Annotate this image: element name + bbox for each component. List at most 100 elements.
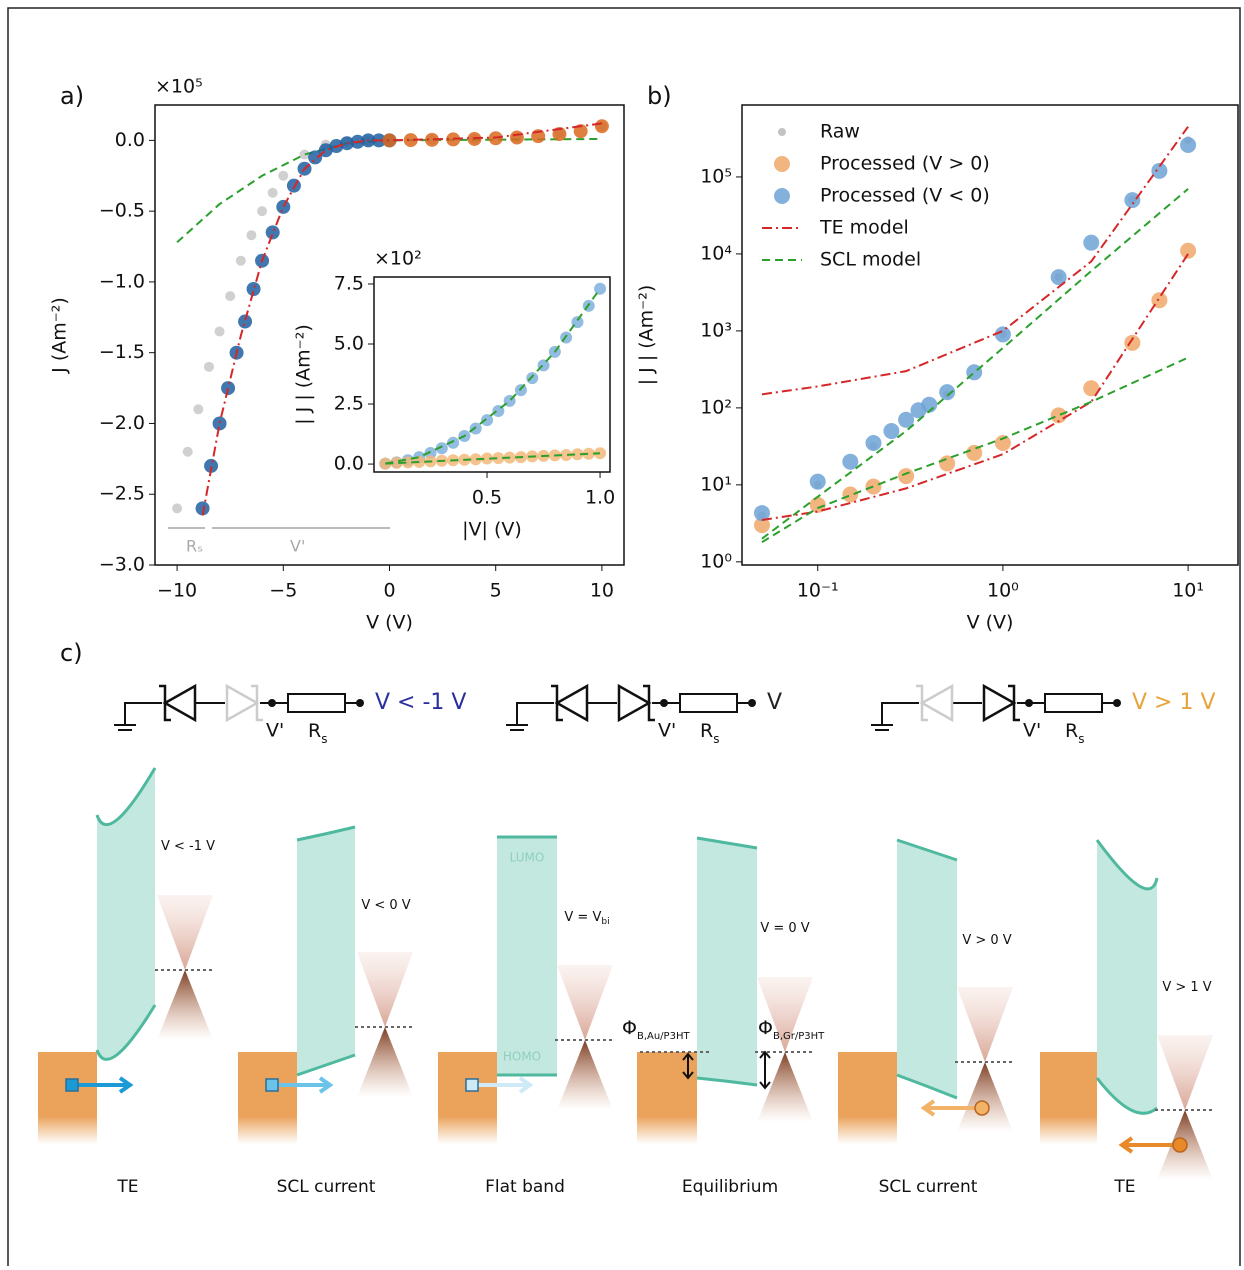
bias-label: V = Vbi [564,910,609,927]
x-tick-label: 10 [590,580,614,602]
bias-text: V < -1 V [161,839,215,854]
r-sub: s [713,732,719,746]
bias-text: V = 0 V [760,921,809,936]
r-sub: s [1078,732,1084,746]
phi-sub: B,Gr/P3HT [773,1031,825,1042]
node [748,699,756,707]
data-point [236,256,246,266]
data-point [995,435,1011,451]
phi-sub: B,Au/P3HT [637,1031,690,1042]
y-axis-label: | J | (Am⁻²) [293,324,315,425]
electrode [38,1052,97,1144]
electrode [438,1052,497,1144]
x-axis-label: V (V) [366,612,413,634]
bias-label: V > 1 V [1162,980,1211,995]
x-tick-label: −5 [269,580,297,602]
node [660,699,668,707]
diode [227,686,263,720]
inset-background [374,277,610,472]
data-point [287,179,301,193]
bias-label: V = 0 V [760,921,809,936]
v-prime-label: V' [266,720,284,742]
v-prime-label: V' [658,720,676,742]
axis-multiplier: ×10⁵ [155,76,203,98]
node [268,699,276,707]
carrier [266,1079,278,1091]
data-point [526,372,538,384]
caption: SCL current [277,1177,376,1197]
axis-multiplier: ×10² [374,248,422,270]
node [1025,699,1033,707]
electrode [1040,1052,1097,1144]
p3ht-band [497,837,557,1075]
x-axis-label: |V| (V) [462,519,522,541]
diode [551,686,587,720]
resistor-label: Rs [308,720,327,746]
data-point [172,503,182,513]
data-point [1180,137,1196,153]
r-symbol: R [700,720,713,742]
carrier [1173,1138,1187,1152]
r-sub: s [321,732,327,746]
y-tick-label: 10² [700,396,732,418]
graphene-cone-lower [157,970,213,1040]
r-symbol: R [1065,720,1078,742]
legend-marker [778,128,786,136]
y-tick-label: −0.5 [99,200,145,222]
data-point [276,200,290,214]
x-tick-label: 10⁻¹ [797,580,839,602]
caption: Equilibrium [682,1177,778,1197]
data-point [510,131,524,145]
data-point [266,225,280,239]
bias-label: V [767,690,782,715]
diode [619,686,655,720]
p3ht-band [697,838,757,1085]
data-point [1180,243,1196,259]
data-point [278,171,288,181]
carrier [975,1101,989,1115]
x-tick-label: 1.0 [585,487,615,509]
model-line [762,189,1188,539]
data-point [225,291,235,301]
r-symbol: R [308,720,321,742]
graphene-cone-lower [957,1062,1013,1132]
carrier [66,1079,78,1091]
y-tick-label: 10¹ [700,473,732,495]
legend-label: SCL model [820,249,921,271]
diode-body [619,686,649,720]
panel-label: a) [60,82,84,110]
legend-marker [774,156,790,172]
resistor [1045,694,1102,712]
bias-label: V > 0 V [962,933,1011,948]
y-tick-label: −3.0 [99,554,145,576]
diode [916,686,952,720]
bias-label: V < 0 V [361,898,410,913]
legend-label: Processed (V < 0) [820,185,990,207]
diode-body [557,686,587,720]
node [1113,699,1121,707]
ground [506,725,528,730]
legend-label: Raw [820,121,860,143]
diode [984,686,1020,720]
y-tick-label: −1.5 [99,341,145,363]
data-point [215,326,225,336]
data-point [865,479,881,495]
data-point [995,326,1011,342]
graphene-cone-upper [557,965,613,1040]
legend-marker [774,188,790,204]
y-tick-label: 0.0 [334,453,364,475]
y-axis-label: J (Am⁻²) [49,297,71,374]
y-tick-label: 2.5 [334,393,364,415]
diode-body [922,686,952,720]
legend-label: Processed (V > 0) [820,153,990,175]
bias-sub: bi [601,917,609,927]
resistor [680,694,737,712]
barrier-arrow [760,1052,770,1088]
data-point [246,230,256,240]
x-tick-label: 0.5 [472,487,502,509]
homo-label: HOMO [503,1050,541,1064]
data-point [898,468,914,484]
bias-text: V < 0 V [361,898,410,913]
data-point [204,362,214,372]
